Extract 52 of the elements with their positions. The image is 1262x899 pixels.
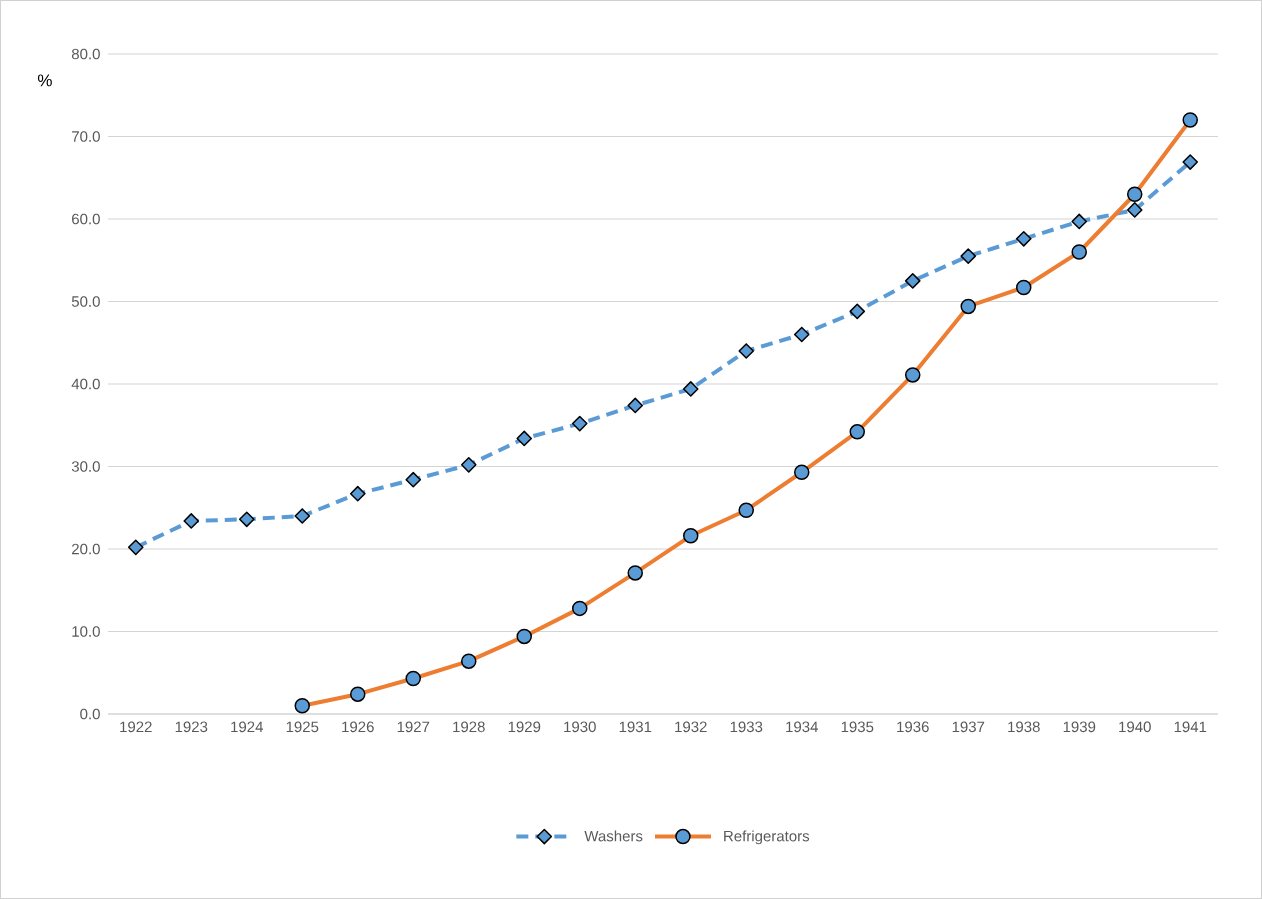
y-tick-label: 30.0 xyxy=(71,461,100,472)
point xyxy=(904,273,921,289)
x-tick-label: 1923 xyxy=(175,721,208,733)
x-tick-label: 1926 xyxy=(342,721,374,733)
y-axis-title: % xyxy=(37,74,52,87)
point xyxy=(238,511,255,528)
point xyxy=(516,430,533,447)
y-tick-label: 10.0 xyxy=(72,626,100,637)
x-tick-label: 1930 xyxy=(564,721,596,733)
point xyxy=(849,303,866,320)
y-tick-label: 40.0 xyxy=(71,378,100,390)
y-tick-label: 80.0 xyxy=(71,48,100,60)
x-tick-label: 1928 xyxy=(453,721,485,733)
x-tick-label: 1933 xyxy=(730,721,763,733)
x-tick-label: 1929 xyxy=(508,721,541,733)
x-tick-label: 1939 xyxy=(1063,721,1096,733)
x-tick-label: 1940 xyxy=(1119,721,1151,733)
x-tick-label: 1936 xyxy=(897,721,929,733)
y-tick-label: 20.0 xyxy=(72,543,100,555)
point xyxy=(183,513,200,529)
point xyxy=(682,381,699,397)
point xyxy=(460,457,477,473)
y-tick-label: 70.0 xyxy=(72,131,100,142)
y-tick-label: 50.0 xyxy=(71,296,100,307)
point xyxy=(1182,154,1199,170)
point xyxy=(627,397,644,414)
point xyxy=(960,248,977,264)
legend-label: Washers xyxy=(584,830,643,842)
point xyxy=(793,326,810,343)
point xyxy=(127,539,144,556)
x-tick-label: 1938 xyxy=(1008,721,1040,733)
point xyxy=(349,485,366,502)
x-tick-label: 1931 xyxy=(619,721,652,733)
point xyxy=(571,415,588,432)
x-tick-label: 1922 xyxy=(120,721,152,733)
x-tick-label: 1932 xyxy=(675,721,707,733)
y-tick-label: 60.0 xyxy=(72,213,100,225)
x-tick-label: 1935 xyxy=(841,721,874,733)
point xyxy=(294,508,311,524)
x-tick-label: 1927 xyxy=(397,721,430,733)
legend-label: Refrigerators xyxy=(724,830,810,845)
x-tick-label: 1924 xyxy=(231,721,263,733)
x-tick-label: 1937 xyxy=(952,721,985,733)
y-tick-label: 0.0 xyxy=(80,708,100,720)
x-tick-label: 1925 xyxy=(286,721,319,733)
point xyxy=(738,343,755,359)
point xyxy=(405,471,422,488)
point xyxy=(1126,202,1143,218)
point xyxy=(1071,213,1088,230)
point xyxy=(1015,230,1032,247)
x-tick-label: 1941 xyxy=(1174,721,1207,733)
x-tick-label: 1934 xyxy=(786,721,818,733)
